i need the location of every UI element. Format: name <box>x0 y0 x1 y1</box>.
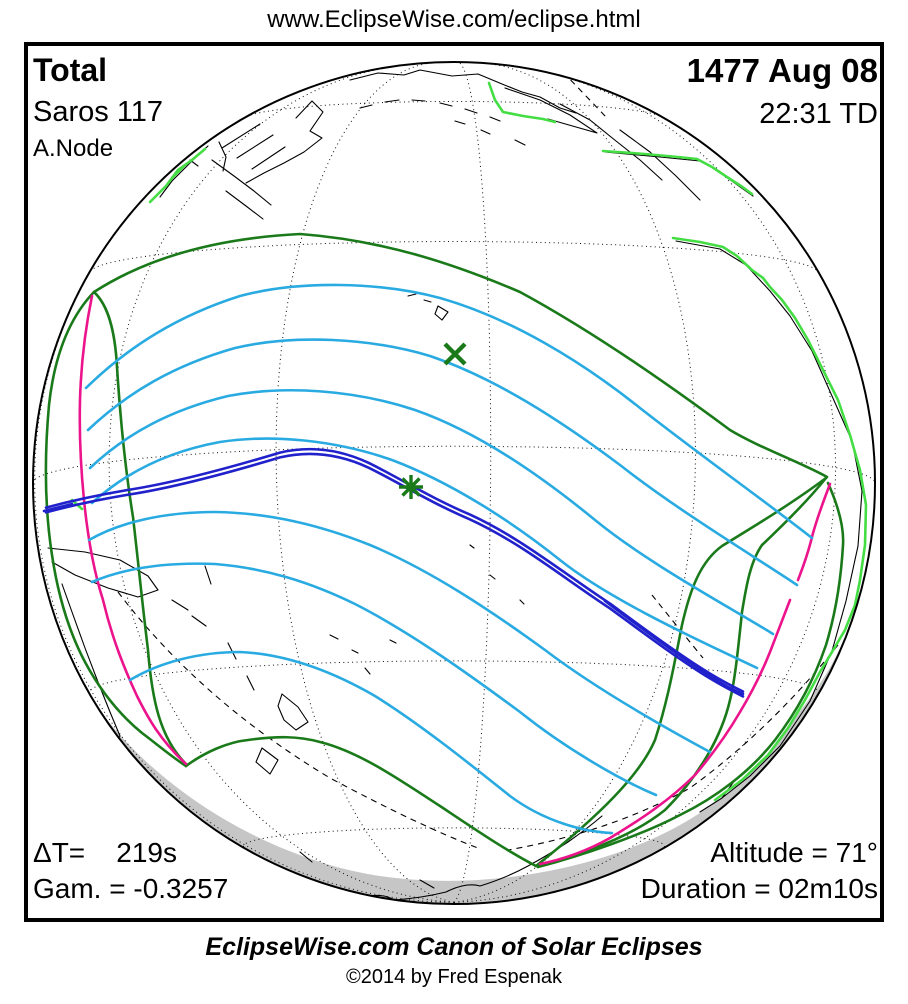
coast-alaska <box>504 87 701 201</box>
sunrise-curve-west <box>78 294 188 766</box>
grid-line <box>33 445 875 484</box>
grid-line <box>88 660 820 694</box>
map-frame <box>24 42 884 922</box>
magnitude-line-6 <box>90 562 658 797</box>
coast-new-zealand <box>255 693 309 775</box>
magnitude-line-1 <box>84 283 814 540</box>
highlighted-coastlines <box>70 81 868 802</box>
grid-line <box>453 69 837 903</box>
highlight-kuril-blob <box>170 164 186 180</box>
east-loop-outer <box>536 481 845 869</box>
delta-t-value: ΔT= 219s <box>33 837 177 868</box>
east-loop-inner <box>534 476 828 868</box>
greatest-eclipse-marker <box>399 475 423 499</box>
coast-fiji-tonga <box>329 634 397 675</box>
coast-siberia-chukotka <box>349 69 577 114</box>
sunrise-sunset-curves <box>78 294 832 866</box>
east-loop-middle <box>534 476 828 868</box>
coast-melanesia <box>171 565 255 691</box>
gamma-value: Gam. = -0.3257 <box>33 873 229 904</box>
subsolar-point-marker <box>443 342 467 366</box>
page-url: www.EclipseWise.com/eclipse.html <box>267 6 641 33</box>
coast-new-guinea <box>47 547 159 598</box>
central-path-south-edge <box>44 452 745 698</box>
central-path-north-edge <box>44 447 745 693</box>
highlight-kamchatka <box>487 81 557 124</box>
central-path-merged-end <box>603 599 745 696</box>
node-label: A.Node <box>33 135 114 162</box>
globe-limb <box>32 61 876 905</box>
coast-aleutians <box>359 99 526 146</box>
terminator-arc-southwest <box>117 591 479 849</box>
duration-value: Duration = 02m10s <box>640 873 878 904</box>
copyright-notice: ©2014 by Fred Espenak <box>346 966 562 988</box>
northern-limit <box>92 232 829 479</box>
coast-hawaii <box>407 293 449 321</box>
coast-line-islands <box>469 544 525 605</box>
sunset-curve-east <box>538 482 832 866</box>
southern-limit-west <box>184 735 538 868</box>
eclipse-type-label: Total <box>33 52 108 88</box>
highlight-kuril-japan <box>148 147 207 204</box>
highlight-alaska-coast <box>601 149 754 196</box>
magnitude-line-4 <box>90 437 759 670</box>
canon-title: EclipseWise.com Canon of Solar Eclipses <box>205 933 703 961</box>
grid-line <box>453 63 697 903</box>
altitude-value: Altitude = 71° <box>710 837 878 868</box>
magnitude-line-5 <box>87 510 712 754</box>
magnitude-line-3 <box>88 388 775 636</box>
grid-line <box>275 62 455 903</box>
magnitude-line-2 <box>86 338 799 587</box>
coast-okhotsk-hatch <box>211 123 286 220</box>
eclipse-date: 1477 Aug 08 <box>686 52 878 89</box>
eclipse-time: 22:31 TD <box>759 98 878 130</box>
magnitude-line-7 <box>128 650 614 835</box>
highlight-america-coast <box>671 236 868 802</box>
west-loop-inner <box>92 290 188 766</box>
saros-label: Saros 117 <box>33 96 164 128</box>
magnitude-contours <box>84 283 814 835</box>
grid-line <box>453 62 492 903</box>
coast-kamchatka <box>245 100 324 184</box>
terminator-dashed-lines <box>117 71 839 851</box>
central-path-merged-start <box>42 502 74 513</box>
west-loop-outer <box>44 290 188 768</box>
coast-sakhalin <box>218 141 227 172</box>
